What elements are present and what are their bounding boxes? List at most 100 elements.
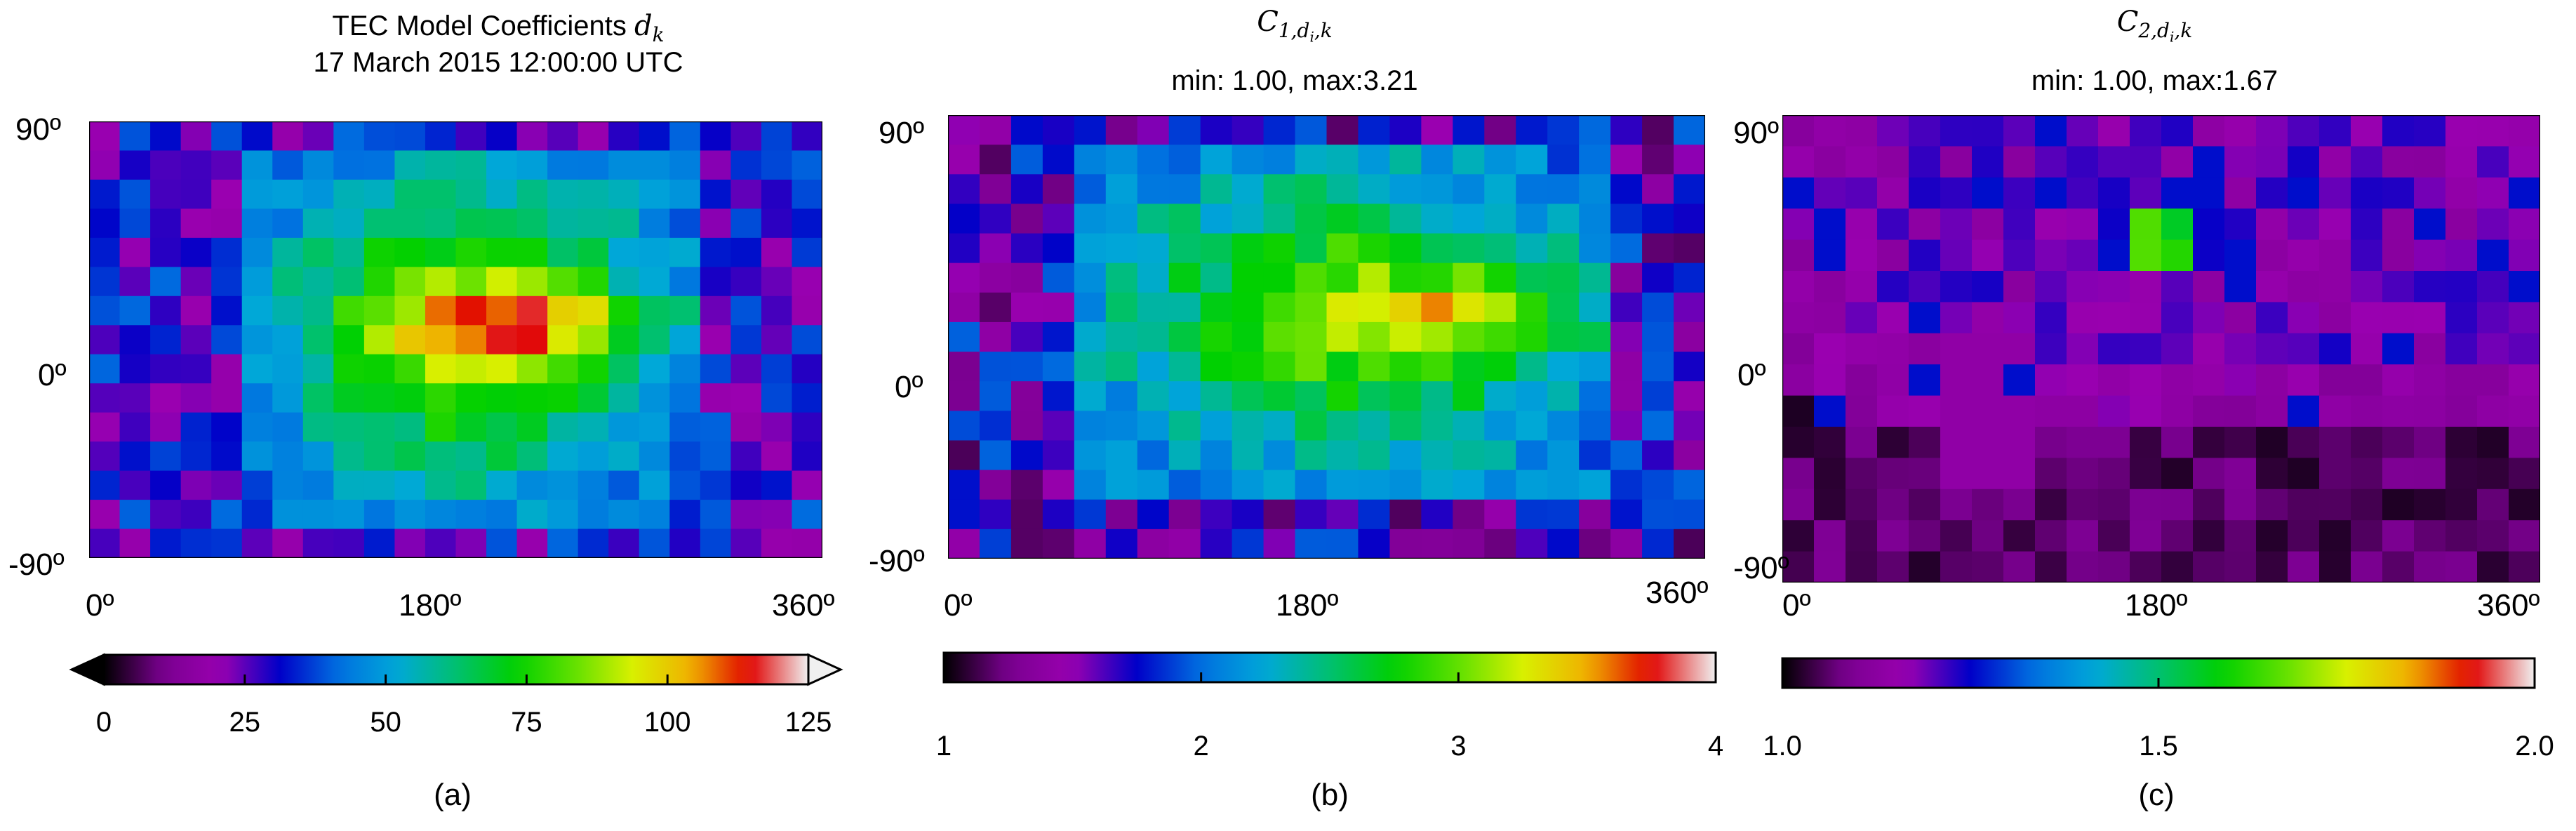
heatmap-cell [1814, 271, 1846, 303]
heatmap-cell [1972, 302, 2004, 334]
heatmap-cell [2003, 364, 2036, 397]
heatmap-cell [302, 354, 334, 384]
heatmap-cell [1421, 292, 1453, 323]
heatmap-cell [2509, 333, 2540, 365]
heatmap-cell [486, 237, 518, 267]
heatmap-cell [608, 500, 640, 530]
panel-c-xtick-360: 360º [2477, 588, 2540, 623]
heatmap-cell [425, 500, 457, 530]
heatmap-cell [608, 295, 640, 326]
heatmap-cell [1137, 204, 1170, 234]
heatmap-cell [1232, 145, 1264, 175]
heatmap-cell [1642, 321, 1674, 352]
heatmap-cell [1674, 233, 1705, 264]
heatmap-cell [1579, 440, 1611, 471]
heatmap-cell [2003, 208, 2036, 241]
heatmap-cell [2445, 364, 2478, 397]
heatmap-cell [1295, 352, 1328, 382]
heatmap-cell [1358, 440, 1391, 471]
heatmap-cell [241, 179, 273, 209]
heatmap-cell [1010, 174, 1043, 204]
heatmap-cell [1453, 145, 1485, 175]
panel-a-title-text: TEC Model Coefficients [332, 11, 627, 41]
heatmap-cell [333, 179, 365, 209]
heatmap-cell [1453, 321, 1485, 352]
heatmap-cell [1516, 262, 1548, 293]
heatmap-cell [1547, 321, 1580, 352]
heatmap-cell [2161, 395, 2194, 427]
heatmap-cell [2035, 395, 2067, 427]
heatmap-cell [1547, 262, 1580, 293]
heatmap-cell [2130, 271, 2162, 303]
heatmap-cell [2351, 427, 2383, 458]
heatmap-cell [2224, 427, 2257, 458]
panel-b-ytick-90: 90º [879, 116, 925, 150]
heatmap-cell [1200, 145, 1233, 175]
heatmap-cell [1263, 292, 1296, 323]
heatmap-cell [1484, 145, 1516, 175]
heatmap-cell [2193, 146, 2225, 178]
heatmap-cell [1137, 470, 1170, 500]
heatmap-cell [302, 528, 334, 558]
heatmap-cell [1940, 208, 1973, 241]
heatmap-cell [608, 121, 640, 152]
heatmap-cell [1484, 381, 1516, 411]
heatmap-cell [2319, 146, 2351, 178]
heatmap-cell [2351, 146, 2383, 178]
heatmap-cell [425, 441, 457, 472]
heatmap-cell [2224, 302, 2257, 334]
heatmap-cell [1814, 520, 1846, 552]
heatmap-cell [948, 145, 980, 175]
heatmap-cell [2193, 458, 2225, 490]
heatmap-cell [1074, 292, 1107, 323]
heatmap-cell [302, 441, 334, 472]
heatmap-cell [302, 237, 334, 267]
panel-c: C2,di,k min: 1.00, max:1.67 90º 0º -90º … [1733, 0, 2576, 831]
heatmap-cell [2067, 208, 2099, 241]
heatmap-cell [1484, 115, 1516, 145]
heatmap-cell [1674, 499, 1705, 530]
heatmap-cell [761, 121, 793, 152]
heatmap-cell [669, 354, 701, 384]
heatmap-cell [1484, 204, 1516, 234]
heatmap-cell [1042, 115, 1075, 145]
heatmap-cell [1358, 381, 1391, 411]
heatmap-cell [1168, 204, 1201, 234]
heatmap-cell [1814, 427, 1846, 458]
heatmap-cell [272, 441, 304, 472]
heatmap-cell [1263, 174, 1296, 204]
heatmap-cell [2193, 488, 2225, 521]
heatmap-cell [1877, 520, 1909, 552]
heatmap-cell [150, 441, 182, 472]
heatmap-cell [150, 121, 182, 152]
heatmap-cell [979, 499, 1012, 530]
heatmap-cell [2003, 271, 2036, 303]
heatmap-cell [2224, 271, 2257, 303]
heatmap-cell [2098, 177, 2130, 209]
heatmap-cell [363, 383, 396, 413]
heatmap-cell [2003, 115, 2036, 147]
heatmap-cell [761, 500, 793, 530]
heatmap-cell [1610, 262, 1643, 293]
heatmap-cell [89, 528, 121, 558]
heatmap-cell [1453, 381, 1485, 411]
heatmap-cell [302, 267, 334, 297]
panel-b-ytick-neg90: -90º [869, 544, 925, 578]
heatmap-cell [363, 325, 396, 355]
heatmap-cell [1846, 395, 1878, 427]
heatmap-cell [1516, 411, 1548, 441]
heatmap-cell [1295, 381, 1328, 411]
heatmap-cell [730, 121, 762, 152]
heatmap-cell [1074, 381, 1107, 411]
heatmap-cell [455, 237, 487, 267]
heatmap-cell [1547, 440, 1580, 471]
heatmap-cell [2414, 520, 2446, 552]
heatmap-cell [979, 204, 1012, 234]
heatmap-cell [2035, 364, 2067, 397]
heatmap-cell [730, 412, 762, 442]
heatmap-cell [272, 528, 304, 558]
heatmap-cell [2509, 208, 2540, 241]
heatmap-cell [1200, 470, 1233, 500]
heatmap-cell [639, 441, 670, 472]
heatmap-cell [1295, 115, 1328, 145]
